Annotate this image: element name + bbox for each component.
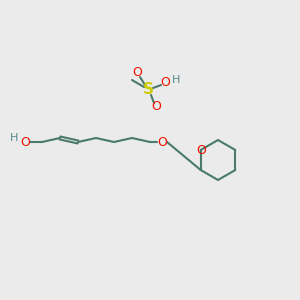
- Text: O: O: [20, 136, 30, 148]
- Text: O: O: [151, 100, 161, 113]
- Text: O: O: [132, 67, 142, 80]
- Text: O: O: [197, 143, 207, 157]
- Text: H: H: [10, 133, 18, 143]
- Text: O: O: [160, 76, 170, 89]
- Text: O: O: [157, 136, 167, 148]
- Text: H: H: [172, 75, 180, 85]
- Text: S: S: [142, 82, 154, 98]
